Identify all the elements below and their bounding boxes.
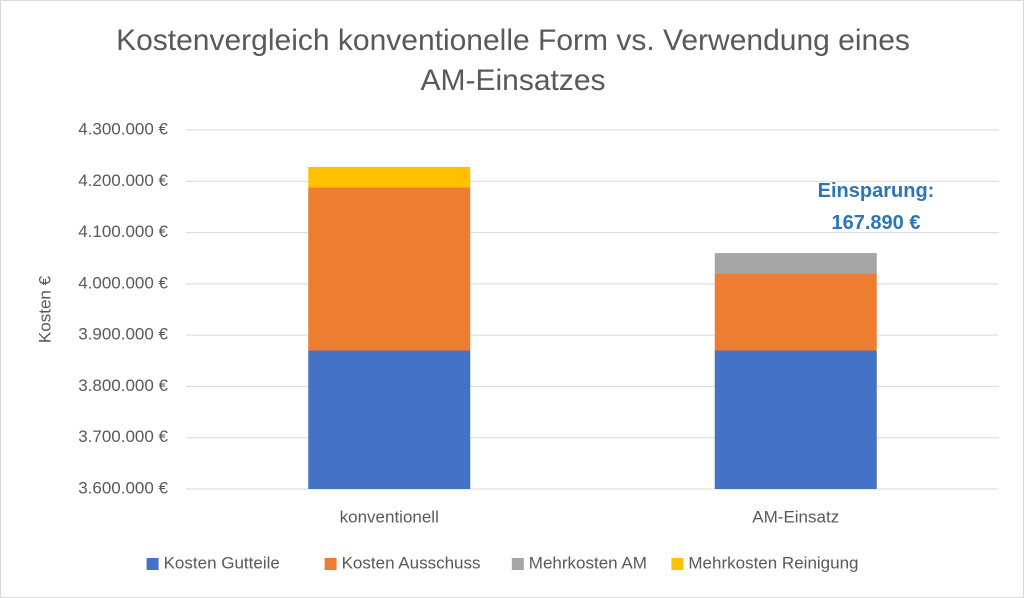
- legend-label: Kosten Gutteile: [164, 553, 280, 572]
- y-tick-label: 3.800.000 €: [78, 376, 168, 395]
- bar-segment: [714, 350, 877, 489]
- annotation: Einsparung: 167.890 €: [796, 175, 956, 239]
- legend-label: Mehrkosten AM: [529, 553, 647, 572]
- bar-segment: [308, 166, 471, 188]
- y-tick-label: 4.100.000 €: [78, 222, 168, 241]
- y-axis-label: Kosten €: [35, 275, 54, 343]
- y-tick-label: 4.200.000 €: [78, 171, 168, 190]
- bar-segment: [308, 187, 471, 351]
- y-tick-label: 4.300.000 €: [78, 119, 168, 138]
- bar-segment: [308, 350, 471, 489]
- annotation-line: Einsparung:: [817, 180, 935, 202]
- legend-label: Kosten Ausschuss: [342, 553, 481, 572]
- annotation-line: 167.890 €: [831, 212, 921, 234]
- chart-title: Kostenvergleich konventionelle Form vs. …: [116, 24, 910, 97]
- x-tick-label: AM-Einsatz: [752, 507, 839, 526]
- legend-label: Mehrkosten Reinigung: [688, 553, 858, 572]
- y-tick-label: 3.900.000 €: [78, 325, 168, 344]
- legend-swatch: [324, 558, 337, 570]
- y-tick-label: 3.700.000 €: [78, 427, 168, 446]
- legend-swatch: [146, 558, 159, 570]
- x-tick-label: konventionell: [340, 507, 439, 526]
- legend-swatch: [511, 558, 524, 570]
- bar-segment: [714, 253, 877, 274]
- bar-segment: [714, 273, 877, 351]
- y-tick-label: 3.600.000 €: [78, 478, 168, 497]
- legend-swatch: [671, 558, 684, 570]
- y-tick-label: 4.000.000 €: [78, 273, 168, 292]
